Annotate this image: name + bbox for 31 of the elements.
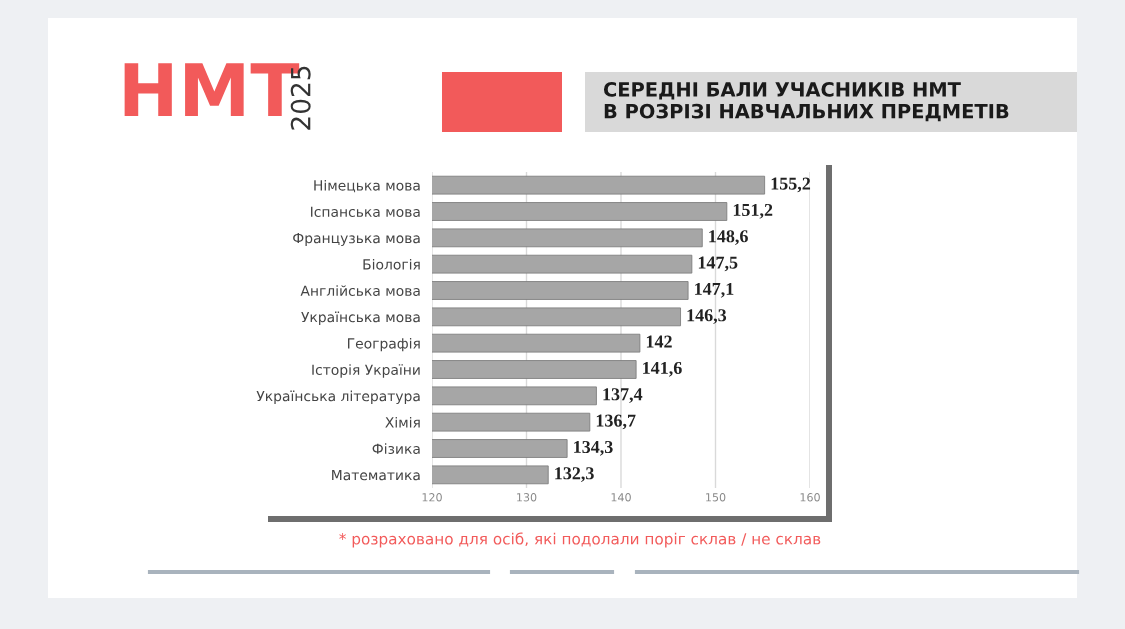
y-tick-label: Біологія: [363, 258, 420, 270]
data-label: 146,3: [687, 309, 727, 324]
data-label: 136,7: [596, 414, 636, 430]
data-label: 148,6: [709, 230, 748, 245]
chart-title: СЕРЕДНІ БАЛИ УЧАСНИКІВ НМТ В РОЗРІЗІ НАВЧАЛЬНИХ ПРЕДМЕТІВ: [603, 82, 1009, 122]
data-label: 151,2: [733, 203, 773, 219]
data-label: 141,6: [643, 361, 682, 377]
y-tick-label: Українська література: [256, 390, 420, 404]
data-label: 132,3: [555, 467, 594, 482]
y-tick-label: Українська мова: [301, 311, 420, 325]
data-label: 155,2: [771, 177, 811, 193]
data-label: 147,1: [695, 282, 734, 298]
y-tick-label: Історія України: [312, 364, 420, 378]
x-tick-label: 160: [800, 493, 820, 502]
text: * розраховано для осіб, які подолали поріг склав / не склав: [339, 532, 821, 548]
y-tick-label: Німецька мова: [314, 179, 420, 193]
y-tick-label: Іспанська мова: [311, 206, 420, 217]
data-label: 134,3: [574, 440, 613, 456]
y-tick-label: Хімія: [385, 416, 420, 428]
y-tick-label: Фізика: [372, 443, 420, 454]
data-label: 147,5: [698, 256, 738, 272]
x-tick-label: 120: [422, 493, 442, 502]
x-tick-label: 150: [706, 493, 726, 502]
x-tick-label: 130: [517, 493, 537, 502]
data-label: 142: [646, 335, 672, 348]
y-tick-label: Англійська мова: [300, 285, 420, 296]
y-tick-label: Географія: [348, 337, 420, 352]
y-tick-label: Французька мова: [293, 232, 420, 246]
y-tick-label: Математика: [332, 469, 420, 481]
data-label: 137,4: [603, 388, 643, 403]
x-tick-label: 140: [611, 493, 631, 502]
